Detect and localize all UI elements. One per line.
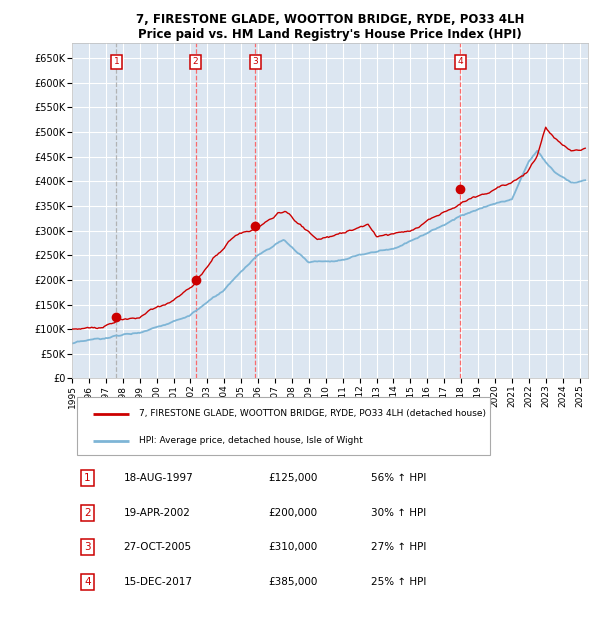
FancyBboxPatch shape [77, 397, 490, 454]
Text: 27-OCT-2005: 27-OCT-2005 [124, 542, 192, 552]
Text: £310,000: £310,000 [268, 542, 317, 552]
Text: 3: 3 [253, 57, 258, 66]
Text: 4: 4 [84, 577, 91, 587]
Text: 1: 1 [84, 473, 91, 484]
Title: 7, FIRESTONE GLADE, WOOTTON BRIDGE, RYDE, PO33 4LH
Price paid vs. HM Land Regist: 7, FIRESTONE GLADE, WOOTTON BRIDGE, RYDE… [136, 13, 524, 41]
Text: £125,000: £125,000 [268, 473, 317, 484]
Text: 3: 3 [84, 542, 91, 552]
Text: 19-APR-2002: 19-APR-2002 [124, 508, 190, 518]
Text: 2: 2 [84, 508, 91, 518]
Text: 7, FIRESTONE GLADE, WOOTTON BRIDGE, RYDE, PO33 4LH (detached house): 7, FIRESTONE GLADE, WOOTTON BRIDGE, RYDE… [139, 409, 486, 419]
Text: 1: 1 [113, 57, 119, 66]
Text: 18-AUG-1997: 18-AUG-1997 [124, 473, 193, 484]
Text: 30% ↑ HPI: 30% ↑ HPI [371, 508, 427, 518]
Text: 25% ↑ HPI: 25% ↑ HPI [371, 577, 427, 587]
Text: 4: 4 [458, 57, 463, 66]
Text: 2: 2 [193, 57, 199, 66]
Text: £385,000: £385,000 [268, 577, 317, 587]
Text: £200,000: £200,000 [268, 508, 317, 518]
Text: 15-DEC-2017: 15-DEC-2017 [124, 577, 193, 587]
Text: HPI: Average price, detached house, Isle of Wight: HPI: Average price, detached house, Isle… [139, 436, 363, 445]
Text: 56% ↑ HPI: 56% ↑ HPI [371, 473, 427, 484]
Text: 27% ↑ HPI: 27% ↑ HPI [371, 542, 427, 552]
